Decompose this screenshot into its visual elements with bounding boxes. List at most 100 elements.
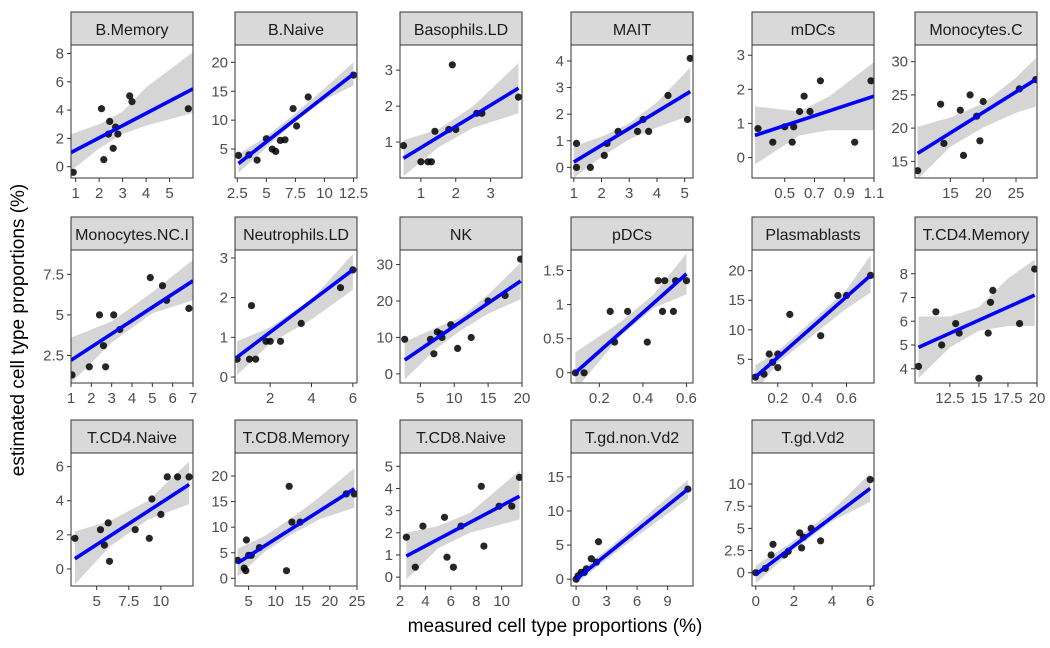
- data-point: [984, 329, 992, 337]
- data-point: [293, 122, 301, 130]
- y-tick-label: 15: [728, 292, 745, 309]
- panel-border: [751, 452, 875, 587]
- y-tick-label: 4: [556, 53, 564, 70]
- x-tick-label: 3: [625, 185, 633, 202]
- data-point: [654, 277, 662, 285]
- facet-title: T.CD4.Naive: [87, 430, 177, 447]
- y-tick-label: 8: [900, 266, 908, 283]
- data-point: [96, 526, 105, 534]
- x-tick-label: 10: [267, 593, 284, 610]
- data-point: [85, 363, 93, 371]
- data-point: [174, 473, 182, 481]
- panel-border: [70, 44, 194, 179]
- facet-title: Basophils.LD: [414, 22, 508, 39]
- data-point: [817, 537, 825, 545]
- y-tick-label: 2: [56, 527, 64, 544]
- y-tick-label: 2: [220, 290, 228, 307]
- data-point: [633, 127, 642, 135]
- confidence-band: [576, 479, 688, 584]
- data-point: [817, 332, 825, 340]
- facet-strip: [234, 11, 358, 46]
- y-tick-label: 20: [211, 468, 228, 485]
- data-point: [71, 534, 79, 542]
- y-tick-label: 1: [737, 115, 745, 132]
- x-tick-label: 10: [446, 390, 463, 407]
- y-tick-label: 0.5: [543, 331, 564, 348]
- x-tick-label: 8: [472, 593, 480, 610]
- panel-border: [70, 452, 194, 587]
- x-tick-label: 6: [866, 593, 874, 610]
- data-point: [966, 91, 974, 99]
- panel-border: [234, 249, 358, 384]
- facet-panel: pDCs 0.2 0.4 0.6 0 0.5 1 1.5: [543, 216, 697, 407]
- y-tick-label: 3: [385, 62, 393, 79]
- x-tick-label: 20: [322, 593, 339, 610]
- plot-area: [572, 479, 692, 584]
- data-point: [915, 362, 923, 370]
- x-tick-label: 6: [168, 390, 176, 407]
- facet-title: Plasmablasts: [765, 227, 860, 244]
- facet-strip: [399, 11, 523, 46]
- facet-title: mDCs: [791, 22, 835, 39]
- x-tick-label: 0.2: [767, 390, 788, 407]
- data-point: [669, 307, 678, 315]
- regression-line: [916, 78, 1037, 155]
- y-tick-label: 20: [211, 54, 228, 71]
- y-tick-label: 7: [900, 290, 908, 307]
- data-point: [235, 151, 243, 159]
- y-tick-label: 3: [556, 80, 564, 97]
- facet-panel: Basophils.LD 1 2 3 1 2 3: [385, 11, 523, 202]
- y-tick-label: 5: [220, 545, 228, 562]
- data-point: [765, 350, 773, 358]
- x-tick-label: 0: [572, 593, 580, 610]
- data-point: [304, 93, 312, 101]
- data-point: [242, 567, 250, 575]
- regression-line: [574, 487, 690, 581]
- data-point: [105, 557, 114, 565]
- y-tick-label: 10: [211, 112, 228, 129]
- x-tick-label: 4: [421, 593, 429, 610]
- y-tick-label: 20: [728, 263, 745, 280]
- x-tick-label: 3: [107, 390, 115, 407]
- x-tick-label: 1: [72, 185, 80, 202]
- y-tick-label: 2.5: [43, 347, 64, 364]
- facet-panel: T.CD4.Memory 12.5 15 17.5 20 4 5 6 7 8: [900, 216, 1045, 407]
- facet-title: Monocytes.C: [929, 22, 1022, 39]
- y-tick-label: 3: [385, 503, 393, 520]
- y-tick-label: 0: [220, 570, 228, 587]
- x-tick-label: 7: [189, 390, 197, 407]
- x-tick-label: 15: [971, 390, 988, 407]
- regression-line: [754, 274, 872, 379]
- facet-panel: T.gd.non.Vd2 0 3 6 9 0 5 10 15: [547, 419, 694, 610]
- facet-strip: [751, 419, 875, 454]
- x-tick-label: 0.5: [774, 185, 795, 202]
- x-tick-label: 0.9: [834, 185, 855, 202]
- data-point: [754, 125, 762, 133]
- data-point: [683, 115, 692, 124]
- regression-line: [754, 94, 874, 138]
- x-tick-label: 0.6: [836, 390, 857, 407]
- y-tick-label: 10: [547, 503, 564, 520]
- y-tick-label: 3: [737, 47, 745, 64]
- facet-panel: T.CD4.Naive 5 7.5 10 0 2 4 6: [56, 419, 194, 610]
- x-tick-label: 0.4: [802, 390, 823, 407]
- data-point: [786, 310, 794, 318]
- data-point: [834, 291, 842, 300]
- regression-line: [754, 487, 872, 576]
- data-point: [915, 167, 922, 175]
- data-point: [932, 308, 940, 316]
- data-point: [938, 341, 946, 349]
- regression-line: [402, 86, 520, 160]
- data-point: [163, 473, 171, 481]
- data-point: [940, 139, 948, 147]
- x-tick-label: 2: [396, 593, 404, 610]
- data-point: [266, 337, 274, 345]
- data-point: [400, 142, 408, 150]
- confidence-band: [71, 52, 193, 171]
- y-tick-label: 5: [385, 458, 393, 475]
- data-point: [594, 538, 603, 546]
- panel-border: [914, 44, 1038, 179]
